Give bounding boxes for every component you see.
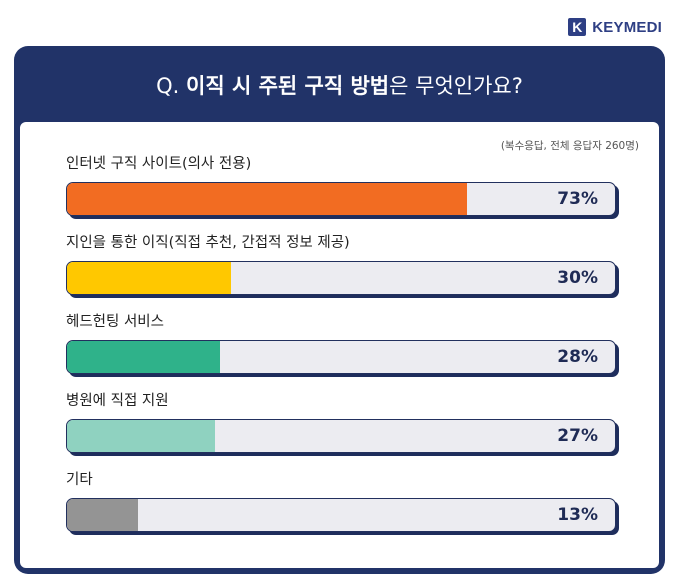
bar: 30% bbox=[66, 261, 619, 298]
bar-fill bbox=[67, 499, 138, 531]
value-label: 27% bbox=[557, 426, 598, 446]
bar-fill bbox=[67, 341, 220, 373]
bar-track bbox=[66, 261, 616, 295]
bar-row: 기타 13% bbox=[66, 470, 619, 535]
bar-row: 지인을 통한 이직(직접 추천, 간접적 정보 제공) 30% bbox=[66, 233, 619, 298]
bar-row: 인터넷 구직 사이트(의사 전용) 73% bbox=[66, 154, 619, 219]
survey-card: Q. 이직 시 주된 구직 방법은 무엇인가요? (복수응답, 전체 응답자 2… bbox=[14, 46, 665, 574]
bar: 13% bbox=[66, 498, 619, 535]
bar-track bbox=[66, 498, 616, 532]
bar-fill bbox=[67, 420, 215, 452]
bar-track bbox=[66, 340, 616, 374]
value-label: 28% bbox=[557, 347, 598, 367]
category-label: 병원에 직접 지원 bbox=[66, 393, 169, 409]
question-suffix: 은 무엇인가요? bbox=[389, 74, 523, 98]
category-label: 인터넷 구직 사이트(의사 전용) bbox=[66, 156, 252, 172]
question-title: Q. 이직 시 주된 구직 방법은 무엇인가요? bbox=[14, 46, 665, 118]
bar-track bbox=[66, 419, 616, 453]
value-label: 13% bbox=[557, 505, 598, 525]
category-label: 헤드헌팅 서비스 bbox=[66, 314, 164, 330]
bar: 27% bbox=[66, 419, 619, 456]
bar-row: 병원에 직접 지원 27% bbox=[66, 391, 619, 456]
value-label: 30% bbox=[557, 268, 598, 288]
bar: 28% bbox=[66, 340, 619, 377]
brand-name: KEYMEDI bbox=[592, 18, 662, 36]
category-label: 지인을 통한 이직(직접 추천, 간접적 정보 제공) bbox=[66, 235, 350, 251]
brand-logo: K KEYMEDI bbox=[568, 18, 662, 36]
value-label: 73% bbox=[557, 189, 598, 209]
keymedi-logo-icon: K bbox=[568, 18, 587, 36]
category-label: 기타 bbox=[66, 472, 93, 488]
question-emphasis: 이직 시 주된 구직 방법 bbox=[186, 74, 390, 98]
respondent-note: (복수응답, 전체 응답자 260명) bbox=[500, 140, 639, 152]
question-prefix: Q. bbox=[156, 74, 186, 98]
bar-row: 헤드헌팅 서비스 28% bbox=[66, 312, 619, 377]
bar-fill bbox=[67, 183, 467, 215]
bar-fill bbox=[67, 262, 231, 294]
bar-track bbox=[66, 182, 616, 216]
chart-panel: (복수응답, 전체 응답자 260명) 인터넷 구직 사이트(의사 전용) 73%… bbox=[20, 122, 659, 568]
bar: 73% bbox=[66, 182, 619, 219]
